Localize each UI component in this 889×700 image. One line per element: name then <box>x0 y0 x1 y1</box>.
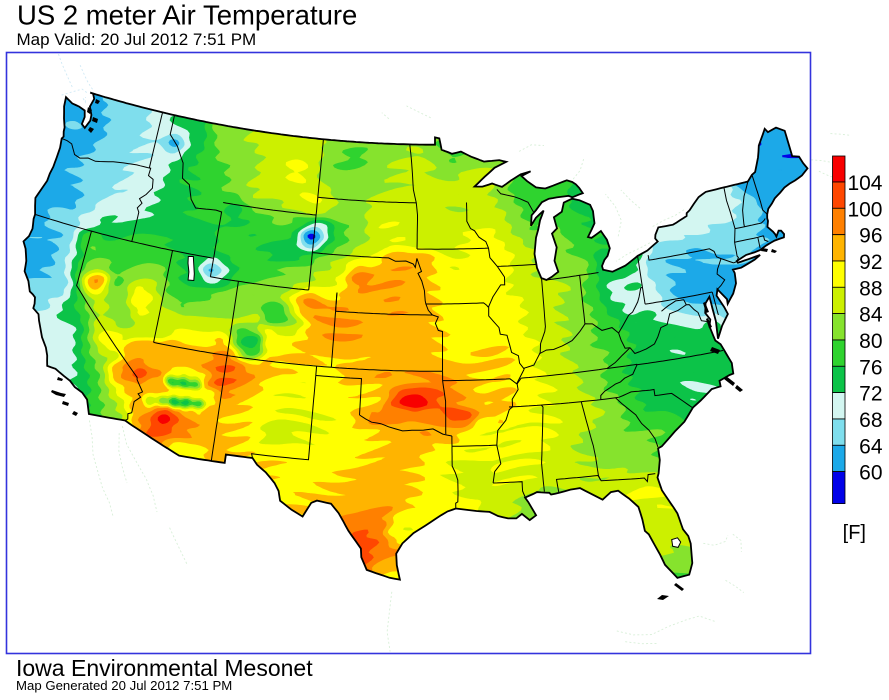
svg-text:[F]: [F] <box>843 522 866 544</box>
svg-text:76: 76 <box>859 356 882 379</box>
svg-text:US 2 meter Air Temperature: US 2 meter Air Temperature <box>17 0 357 31</box>
svg-text:104: 104 <box>847 172 882 195</box>
svg-text:72: 72 <box>859 383 882 406</box>
svg-text:84: 84 <box>859 304 883 327</box>
svg-text:64: 64 <box>859 435 883 458</box>
svg-text:60: 60 <box>859 462 882 485</box>
svg-text:Map Valid: 20 Jul 2012 7:51 PM: Map Valid: 20 Jul 2012 7:51 PM <box>17 30 257 49</box>
svg-text:Map Generated 20 Jul 2012 7:51: Map Generated 20 Jul 2012 7:51 PM <box>16 678 232 693</box>
svg-text:80: 80 <box>859 330 882 353</box>
svg-text:88: 88 <box>859 277 882 300</box>
svg-text:100: 100 <box>847 198 882 221</box>
svg-text:96: 96 <box>859 225 882 248</box>
svg-text:Iowa Environmental Mesonet: Iowa Environmental Mesonet <box>16 655 313 681</box>
svg-text:68: 68 <box>859 409 882 432</box>
svg-text:92: 92 <box>859 251 882 274</box>
